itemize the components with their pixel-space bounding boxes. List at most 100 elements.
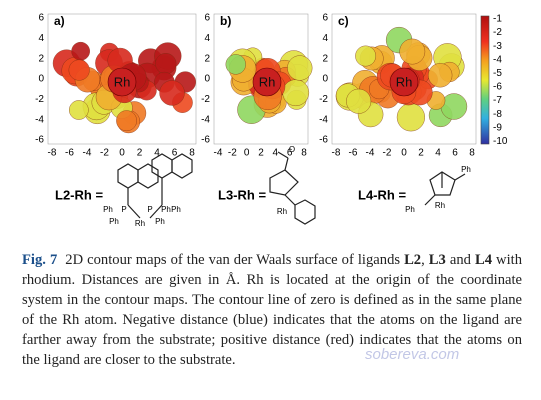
y-tick-label: 2 [322, 53, 328, 64]
plot-frame [47, 13, 197, 145]
y-tick-label: 0 [38, 74, 44, 85]
y-tick-label: 4 [204, 33, 210, 44]
x-tick-label: -8 [48, 148, 57, 159]
structure-label: L4-Rh = [358, 187, 406, 202]
atom-label: P [147, 205, 152, 214]
x-tick-label: 6 [452, 148, 458, 159]
y-tick-label: 2 [204, 53, 210, 64]
y-tick-label: 6 [322, 13, 328, 24]
atom-label: O [289, 145, 295, 154]
atom-label: Ph [103, 205, 113, 214]
caption-text: , [421, 252, 429, 268]
x-tick-label: 2 [258, 148, 264, 159]
contour-blob [428, 63, 453, 88]
x-tick-label: 8 [469, 148, 475, 159]
caption: Fig. 7 2D contour maps of the van der Waa… [22, 250, 522, 370]
caption-text: with rhodium. Distances are given in Å. … [22, 252, 522, 368]
y-tick-label: 4 [38, 33, 44, 44]
contour-blob [68, 59, 90, 81]
atom-label: Ph [161, 205, 171, 214]
rh-label: Rh [259, 74, 276, 89]
atom-label: Ph [405, 205, 415, 214]
colorbar-tick-label: -6 [493, 82, 502, 93]
colorbar-tick-label: -2 [493, 27, 502, 38]
x-tick-label: -4 [366, 148, 375, 159]
contour-blob [396, 103, 425, 132]
plot-frame [331, 13, 477, 145]
contour-blob [155, 53, 177, 75]
ligand-name: L2 [404, 252, 422, 268]
contour-blob [159, 80, 185, 106]
panel-label: c) [338, 14, 349, 28]
colorbar-tick-label: -5 [493, 68, 502, 79]
y-tick-label: -2 [35, 94, 44, 105]
rh-atom [389, 67, 419, 97]
atom-label: Ph [109, 217, 119, 226]
y-tick-label: 6 [204, 13, 210, 24]
contour-blob [116, 110, 137, 132]
x-tick-label: 0 [119, 148, 125, 159]
y-tick-label: -6 [319, 135, 328, 146]
structure-drawings [117, 151, 466, 225]
contour-blob [69, 100, 89, 120]
colorbar-tick-label: -1 [493, 14, 502, 25]
panel-label: a) [54, 14, 65, 28]
atom-label: Ph [461, 165, 471, 174]
atom-label: P [121, 205, 126, 214]
y-tick-label: 0 [204, 74, 210, 85]
atom-label: Ph [155, 217, 165, 226]
x-tick-label: 0 [244, 148, 250, 159]
y-tick-label: 2 [38, 53, 44, 64]
y-tick-label: 0 [322, 74, 328, 85]
x-tick-label: -2 [100, 148, 109, 159]
x-tick-label: 4 [273, 148, 279, 159]
atom-label: Rh [277, 207, 287, 216]
y-tick-label: -4 [201, 114, 210, 125]
x-tick-label: 6 [172, 148, 178, 159]
contour-blob [355, 45, 377, 67]
colorbar-tick-label: -10 [493, 136, 508, 147]
y-tick-label: -4 [319, 114, 328, 125]
colorbar-tick-label: -4 [493, 54, 502, 65]
rh-atom [252, 67, 282, 97]
atom-label: Ph [171, 205, 181, 214]
y-tick-label: 4 [322, 33, 328, 44]
x-tick-label: 8 [189, 148, 195, 159]
ligand-name: L3 [428, 252, 446, 268]
contour-blob [399, 38, 426, 65]
rh-label: Rh [114, 74, 131, 89]
figure-label: Fig. 7 [22, 252, 58, 268]
y-tick-label: -6 [201, 135, 210, 146]
watermark: sobereva.com [365, 346, 460, 363]
contour-blob [287, 55, 313, 81]
y-tick-label: -6 [35, 135, 44, 146]
x-tick-label: 6 [287, 148, 293, 159]
structure-label: L2-Rh = [55, 187, 103, 202]
x-tick-label: -6 [65, 148, 74, 159]
y-tick-label: -2 [319, 94, 328, 105]
atom-label: Rh [435, 201, 445, 210]
y-tick-label: -2 [201, 94, 210, 105]
colorbar-tick-label: -8 [493, 109, 502, 120]
colorbar-tick-label: -9 [493, 122, 502, 133]
x-tick-label: -4 [83, 148, 92, 159]
x-tick-label: 4 [435, 148, 441, 159]
contour-blob [71, 41, 90, 61]
x-tick-label: 2 [137, 148, 143, 159]
colorbar [480, 15, 490, 145]
colorbar-tick-label: -3 [493, 41, 502, 52]
contour-blob [225, 54, 246, 75]
structure-label: L3-Rh = [218, 187, 266, 202]
caption-text: and [445, 252, 475, 268]
rh-label: Rh [396, 74, 413, 89]
x-tick-label: 8 [301, 148, 307, 159]
x-tick-label: 2 [418, 148, 424, 159]
ligand-name: L4 [474, 252, 493, 268]
x-tick-label: -4 [214, 148, 223, 159]
y-tick-label: -4 [35, 114, 44, 125]
y-tick-label: 6 [38, 13, 44, 24]
x-tick-label: 0 [401, 148, 407, 159]
atom-label: Rh [135, 219, 145, 228]
contour-blob [282, 79, 310, 107]
